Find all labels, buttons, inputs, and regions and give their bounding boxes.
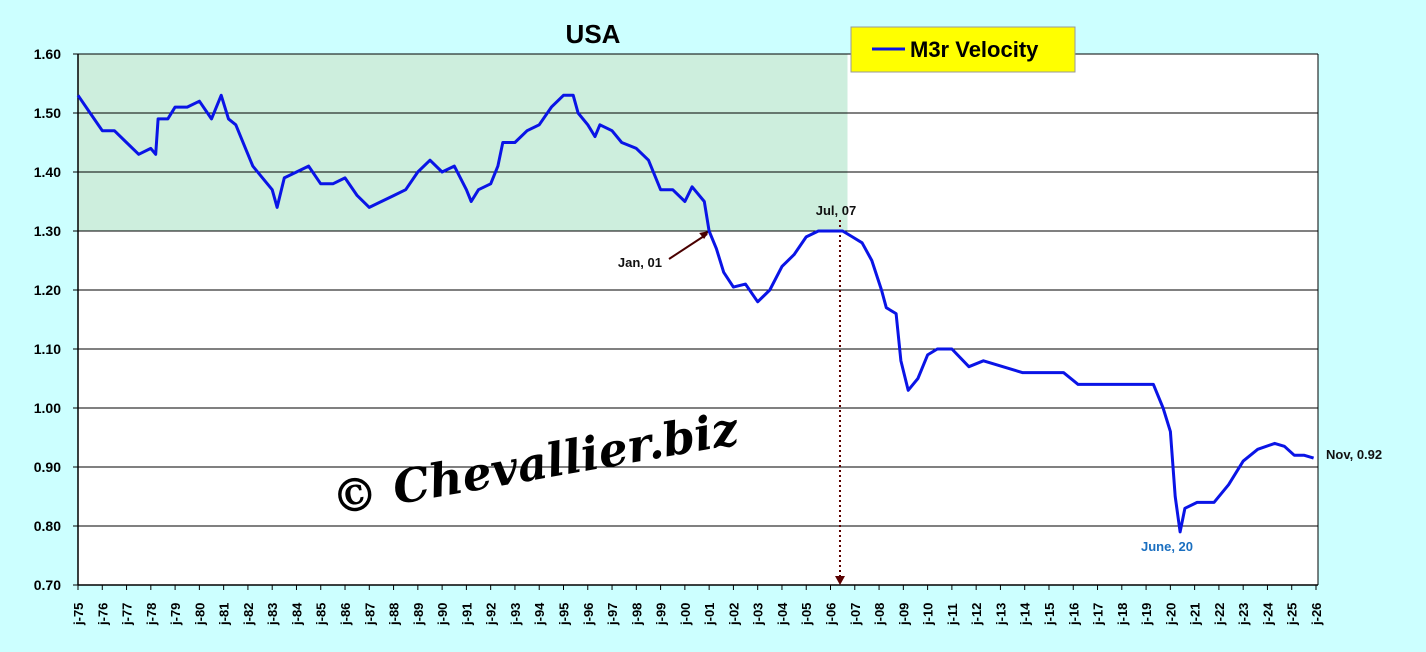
x-tick-label: j-25: [1285, 603, 1300, 626]
x-tick-label: j-10: [921, 603, 936, 626]
x-tick-label: j-90: [435, 603, 450, 626]
x-tick-label: j-07: [848, 603, 863, 626]
series-line-m3r-velocity: [76, 93, 1315, 534]
x-tick-label: j-81: [217, 603, 232, 626]
x-tick-label: j-20: [1163, 603, 1178, 626]
x-tick-label: j-02: [726, 603, 741, 626]
annotation-june-20: June, 20: [1141, 539, 1193, 554]
x-tick-label: j-85: [314, 603, 329, 626]
y-tick-label: 0.80: [34, 518, 61, 534]
x-tick-label: j-03: [751, 603, 766, 626]
x-tick-label: j-89: [411, 603, 426, 626]
x-tick-label: j-92: [484, 603, 499, 626]
y-tick-label: 1.30: [34, 223, 61, 239]
x-tick-label: j-17: [1091, 603, 1106, 626]
shaded-band: [78, 54, 848, 231]
x-tick-label: j-16: [1066, 603, 1081, 626]
x-tick-label: j-96: [581, 603, 596, 626]
x-tick-label: j-26: [1309, 603, 1324, 626]
annotation-arrow: [668, 233, 708, 260]
x-tick-label: j-82: [241, 603, 256, 626]
x-tick-label: j-06: [824, 603, 839, 626]
x-tick-label: j-24: [1260, 602, 1275, 626]
x-tick-label: j-23: [1236, 603, 1251, 626]
x-tick-label: j-91: [459, 603, 474, 626]
x-tick-label: j-97: [605, 603, 620, 626]
annotation-jul-07: Jul, 07: [816, 203, 856, 218]
x-tick-label: j-84: [289, 602, 304, 626]
arrow-head: [699, 231, 710, 239]
x-tick-label: j-98: [629, 603, 644, 626]
x-tick-label: j-78: [144, 603, 159, 626]
y-tick-label: 1.10: [34, 341, 61, 357]
x-tick-label: j-14: [1018, 602, 1033, 626]
arrow-head: [835, 576, 845, 585]
x-tick-label: j-04: [775, 602, 790, 626]
y-tick-label: 1.20: [34, 282, 61, 298]
x-tick-label: j-76: [95, 603, 110, 626]
legend-label: M3r Velocity: [910, 37, 1039, 62]
x-tick-label: j-87: [362, 603, 377, 626]
x-tick-label: j-99: [654, 603, 669, 626]
x-tick-label: j-01: [702, 603, 717, 626]
x-tick-label: j-95: [556, 603, 571, 626]
x-tick-label: j-75: [71, 603, 86, 626]
x-tick-label: j-18: [1115, 603, 1130, 626]
x-tick-label: j-22: [1212, 603, 1227, 626]
x-tick-label: j-93: [508, 603, 523, 626]
x-tick-label: j-88: [387, 603, 402, 626]
legend: M3r Velocity: [850, 26, 1076, 73]
x-tick-label: j-13: [993, 603, 1008, 626]
x-tick-label: j-94: [532, 602, 547, 626]
x-tick-label: j-86: [338, 603, 353, 626]
y-tick-label: 1.60: [34, 46, 61, 62]
annotation-jan-01: Jan, 01: [618, 255, 662, 270]
y-tick-label: 1.00: [34, 400, 61, 416]
x-tick-label: j-77: [120, 603, 135, 626]
annotation-nov-092: Nov, 0.92: [1326, 447, 1382, 462]
y-tick-label: 1.50: [34, 105, 61, 121]
x-tick-label: j-08: [872, 603, 887, 626]
x-tick-label: j-15: [1042, 603, 1057, 626]
y-tick-label: 1.40: [34, 164, 61, 180]
x-tick-label: j-05: [799, 603, 814, 626]
x-tick-label: j-79: [168, 603, 183, 626]
y-tick-label: 0.70: [34, 577, 61, 593]
x-tick-label: j-80: [192, 603, 207, 626]
x-tick-label: j-21: [1188, 603, 1203, 626]
x-tick-label: j-12: [969, 603, 984, 626]
x-tick-label: j-83: [265, 603, 280, 626]
chart-title: USA: [566, 19, 621, 49]
x-tick-label: j-19: [1139, 603, 1154, 626]
y-tick-label: 0.90: [34, 459, 61, 475]
x-tick-label: j-11: [945, 603, 960, 626]
x-tick-label: j-00: [678, 603, 693, 626]
x-tick-label: j-09: [896, 603, 911, 626]
